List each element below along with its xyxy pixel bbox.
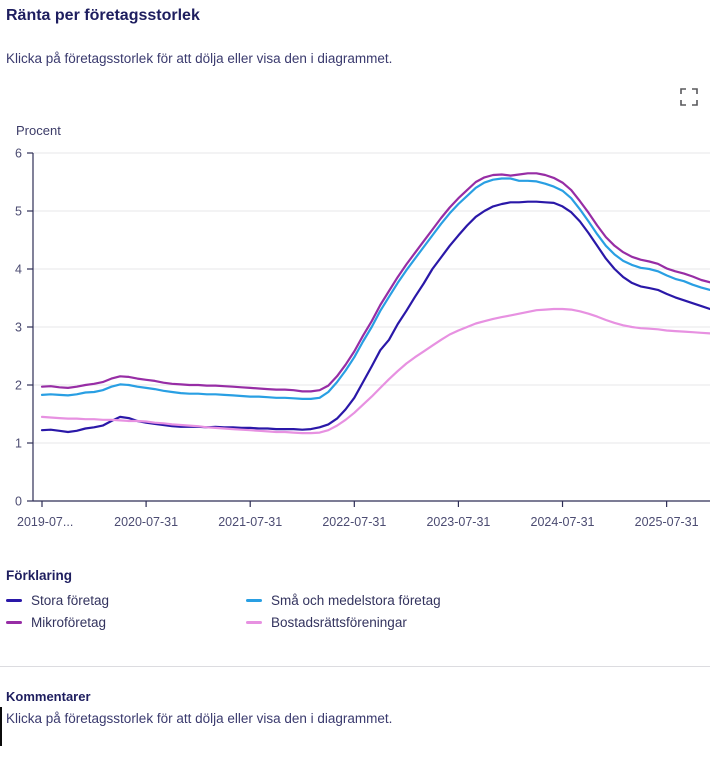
page-title: Ränta per företagsstorlek: [6, 7, 200, 24]
legend-item-label: Små och medelstora företag: [271, 593, 441, 608]
screen-edge-artifact: [0, 707, 2, 746]
legend-grid: Stora företag Små och medelstora företag…: [6, 592, 710, 631]
comments-heading: Kommentarer: [6, 689, 91, 704]
y-tick-label-2: 2: [15, 379, 22, 393]
series-line-mikrof-retag: [40, 172, 710, 393]
legend-item-label: Mikroföretag: [31, 615, 107, 630]
y-tick-label-6: 6: [15, 147, 22, 161]
y-tick-label-4: 4: [15, 263, 22, 277]
legend-swatch-bostadsrattsforeningar: [246, 621, 262, 624]
series-line-stora-f-retag: [40, 200, 710, 434]
section-divider: [0, 666, 710, 667]
chart-subtitle: Klicka på företagsstorlek för att dölja …: [6, 51, 393, 66]
x-tick-label-3: 2022-07-31: [322, 515, 386, 529]
legend-item-stora-foretag[interactable]: Stora företag: [6, 592, 246, 609]
y-axis-title: Procent: [16, 123, 61, 138]
y-tick-label-0: 0: [15, 495, 22, 509]
legend-item-mikroforetag[interactable]: Mikroföretag: [6, 614, 246, 631]
legend-item-sma-och-medelstora-foretag[interactable]: Små och medelstora företag: [246, 592, 710, 609]
fullscreen-expand-icon: [680, 88, 698, 106]
comments-text: Klicka på företagsstorlek för att dölja …: [6, 711, 393, 726]
legend-item-bostadsrattsforeningar[interactable]: Bostadsrättsföreningar: [246, 614, 710, 631]
legend-swatch-sma-och-medelstora-foretag: [246, 599, 262, 602]
y-tick-label-3: 3: [15, 321, 22, 335]
y-tick-label-5: 5: [15, 205, 22, 219]
x-tick-label-0: 2019-07...: [17, 515, 73, 529]
x-tick-label-4: 2023-07-31: [426, 515, 490, 529]
legend: Förklaring Stora företag Små och medelst…: [0, 568, 710, 631]
legend-item-label: Bostadsrättsföreningar: [271, 615, 407, 630]
comments-section: Kommentarer Klicka på företagsstorlek fö…: [6, 689, 704, 726]
x-tick-label-1: 2020-07-31: [114, 515, 178, 529]
legend-swatch-mikroforetag: [6, 621, 22, 624]
fullscreen-button[interactable]: [676, 84, 702, 110]
legend-swatch-stora-foretag: [6, 599, 22, 602]
y-tick-label-1: 1: [15, 437, 22, 451]
x-tick-label-5: 2024-07-31: [531, 515, 595, 529]
line-chart: 0 1 2 3 4 5 6 2019-07... 2020-07-31 2021-07-31 202…: [15, 147, 710, 529]
legend-heading: Förklaring: [6, 568, 73, 583]
series-line-bostadsr-ttsf-reningar: [40, 307, 710, 435]
series-line-sm-och-medelstora-f-retag: [40, 177, 710, 400]
legend-item-label: Stora företag: [31, 593, 110, 608]
x-tick-label-2: 2021-07-31: [218, 515, 282, 529]
x-tick-label-6: 2025-07-31: [635, 515, 699, 529]
